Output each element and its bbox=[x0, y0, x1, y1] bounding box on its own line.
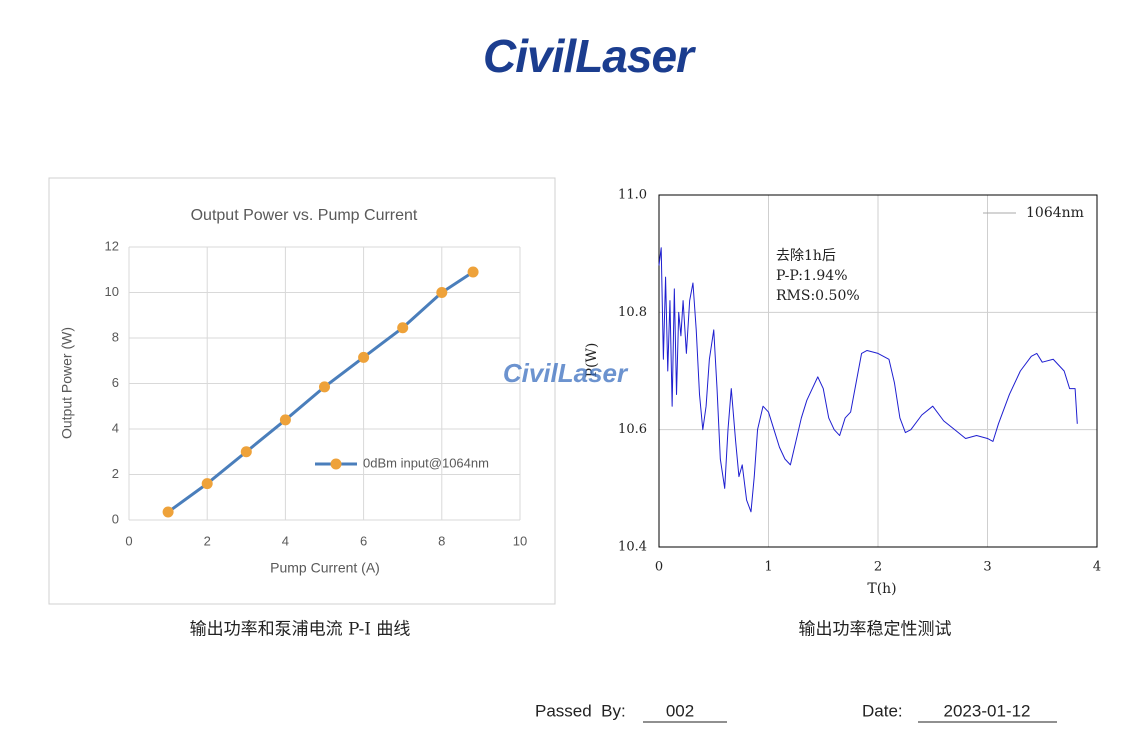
y-tick-label: 10.4 bbox=[618, 540, 647, 555]
data-point bbox=[240, 446, 252, 458]
caption: 输出功率稳定性测试 bbox=[799, 620, 952, 640]
x-tick-label: 4 bbox=[1093, 560, 1101, 575]
watermark: CivilLaser bbox=[503, 358, 629, 388]
data-point bbox=[358, 351, 370, 363]
x-tick-label: 1 bbox=[764, 560, 772, 575]
x-tick-label: 8 bbox=[438, 533, 445, 548]
x-axis-label: T(h) bbox=[867, 581, 896, 597]
data-point bbox=[201, 478, 213, 490]
y-tick-label: 10.6 bbox=[618, 422, 647, 437]
x-tick-label: 0 bbox=[655, 560, 663, 575]
x-tick-label: 4 bbox=[282, 533, 289, 548]
legend-marker bbox=[330, 458, 342, 470]
annotation: 去除1h后 bbox=[776, 248, 836, 264]
annotation: P-P:1.94% bbox=[776, 268, 848, 284]
logo: CivilLaser bbox=[483, 30, 696, 82]
passed-by: 002 bbox=[666, 701, 694, 720]
x-tick-label: 3 bbox=[983, 560, 991, 575]
y-tick-label: 11.0 bbox=[618, 188, 647, 203]
chart-frame bbox=[48, 177, 556, 605]
y-tick-label: 6 bbox=[112, 375, 119, 390]
caption: 输出功率和泵浦电流 P-I 曲线 bbox=[190, 620, 411, 640]
chart-title: Output Power vs. Pump Current bbox=[191, 207, 418, 224]
date-label: Date: bbox=[862, 701, 903, 720]
y-tick-label: 10 bbox=[105, 284, 119, 299]
x-tick-label: 2 bbox=[204, 533, 211, 548]
y-axis-label: P(W) bbox=[584, 343, 600, 378]
x-tick-label: 2 bbox=[874, 560, 882, 575]
y-tick-label: 4 bbox=[112, 420, 119, 435]
data-point bbox=[162, 506, 174, 518]
y-axis-label: Output Power (W) bbox=[59, 327, 75, 439]
x-tick-label: 6 bbox=[360, 533, 367, 548]
passed-by-label: Passed By: bbox=[535, 701, 626, 720]
legend-label: 0dBm input@1064nm bbox=[363, 455, 489, 470]
x-tick-label: 0 bbox=[125, 533, 132, 548]
x-tick-label: 10 bbox=[513, 533, 527, 548]
y-tick-label: 2 bbox=[112, 466, 119, 481]
legend-label: 1064nm bbox=[1026, 205, 1084, 221]
data-point bbox=[279, 414, 291, 426]
annotation: RMS:0.50% bbox=[776, 288, 860, 304]
data-point bbox=[436, 287, 448, 298]
data-point bbox=[467, 266, 479, 278]
date: 2023-01-12 bbox=[944, 701, 1031, 720]
data-point bbox=[319, 381, 330, 393]
data-point bbox=[397, 322, 409, 334]
y-tick-label: 0 bbox=[112, 511, 119, 526]
x-axis-label: Pump Current (A) bbox=[270, 560, 380, 576]
series-line bbox=[658, 247, 1078, 513]
plot-frame bbox=[658, 194, 1098, 548]
y-tick-label: 10.8 bbox=[618, 305, 647, 320]
y-tick-label: 12 bbox=[105, 238, 119, 253]
y-tick-label: 8 bbox=[112, 329, 119, 344]
